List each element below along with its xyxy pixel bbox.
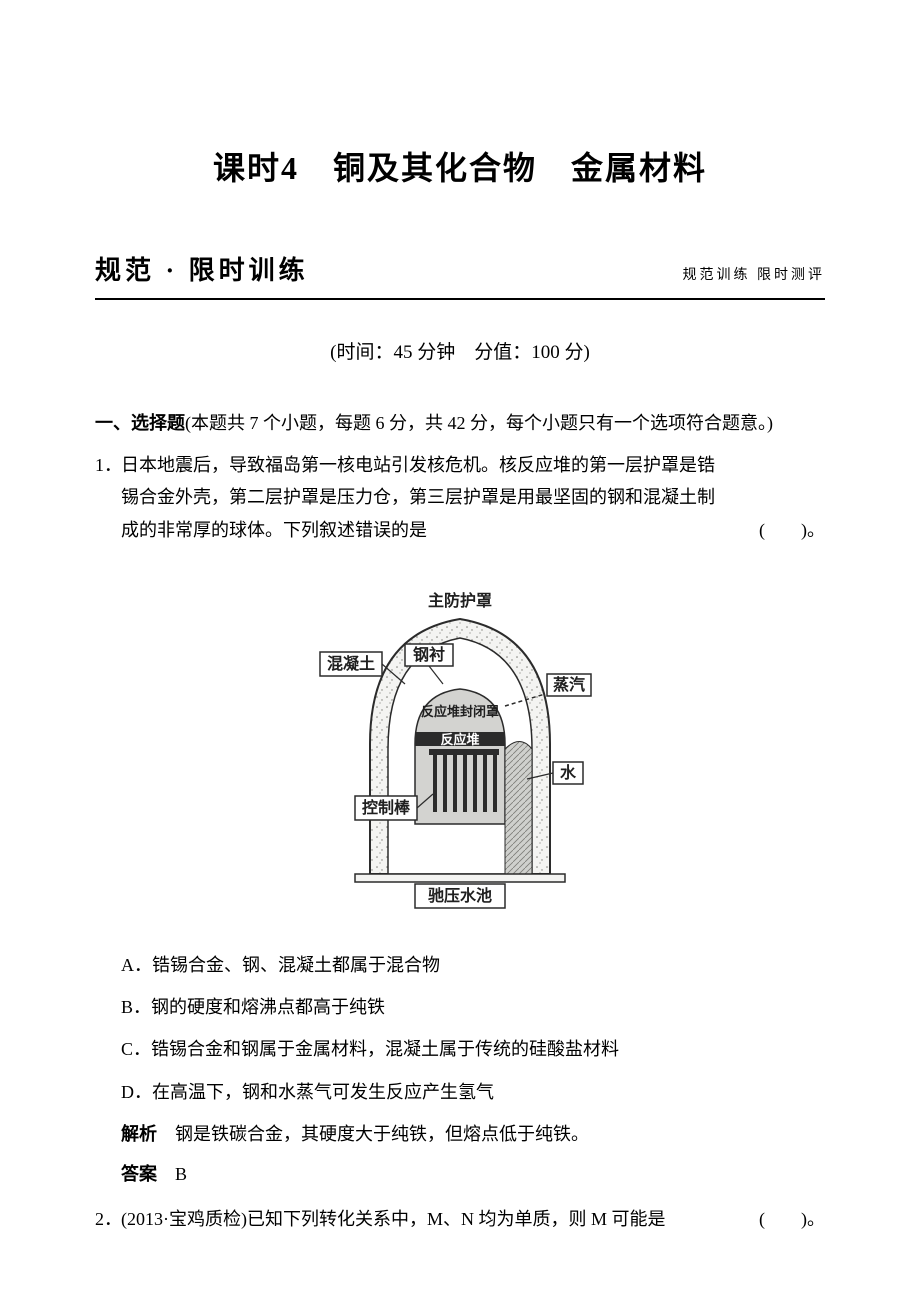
- question-2: 2．(2013·宝鸡质检)已知下列转化关系中，M、N 均为单质，则 M 可能是 …: [95, 1203, 825, 1235]
- q1-line2: 锡合金外壳，第二层护罩是压力仓，第三层护罩是用最坚固的钢和混凝土制: [95, 481, 825, 513]
- explanation-text: 钢是铁碳合金，其硬度大于纯铁，但熔点低于纯铁。: [157, 1124, 589, 1144]
- q1-number: 1．: [95, 449, 121, 481]
- stem-rest: (本题共 7 个小题，每题 6 分，共 42 分，每个小题只有一个选项符合题意。…: [185, 413, 773, 433]
- q1-line3: 成的非常厚的球体。下列叙述错误的是 ( )。: [95, 514, 825, 546]
- explanation-label: 解析: [121, 1124, 157, 1144]
- reactor-diagram-wrap: 主防护罩反应堆封闭罩反应堆驰压水池 混凝土 钢衬蒸汽水控制棒: [95, 574, 825, 924]
- q1-answer: 答案 B: [95, 1158, 825, 1190]
- q1-option-a: A．锆锡合金、钢、混凝土都属于混合物: [121, 949, 825, 981]
- q2-text: (2013·宝鸡质检)已知下列转化关系中，M、N 均为单质，则 M 可能是: [121, 1209, 666, 1229]
- question-1: 1． 日本地震后，导致福岛第一核电站引发核危机。核反应堆的第一层护罩是锆 锡合金…: [95, 449, 825, 546]
- svg-text:反应堆: 反应堆: [440, 732, 479, 747]
- lesson-title: 课时4 铜及其化合物 金属材料: [95, 140, 825, 198]
- q1-blank: ( )。: [759, 514, 825, 546]
- reactor-svg: 主防护罩反应堆封闭罩反应堆驰压水池 混凝土 钢衬蒸汽水控制棒: [315, 574, 605, 914]
- svg-text:混凝土: 混凝土: [327, 654, 375, 673]
- q1-explanation: 解析 钢是铁碳合金，其硬度大于纯铁，但熔点低于纯铁。: [95, 1118, 825, 1150]
- svg-text:蒸汽: 蒸汽: [553, 675, 585, 694]
- q2-blank: ( )。: [759, 1203, 825, 1235]
- section-bar: 规范 · 限时训练 规范训练 限时测评: [95, 248, 825, 301]
- q1-options: A．锆锡合金、钢、混凝土都属于混合物 B．钢的硬度和熔沸点都高于纯铁 C．锆锡合…: [95, 949, 825, 1109]
- svg-text:控制棒: 控制棒: [362, 798, 411, 817]
- svg-text:驰压水池: 驰压水池: [428, 886, 492, 905]
- q1-option-d: D．在高温下，钢和水蒸气可发生反应产生氢气: [121, 1076, 825, 1108]
- stem-prefix: 一、选择题: [95, 413, 185, 433]
- section-bar-right: 规范训练 限时测评: [683, 263, 826, 288]
- answer-label: 答案: [121, 1164, 157, 1184]
- answer-text: B: [157, 1164, 187, 1184]
- q2-number: 2．: [95, 1203, 121, 1235]
- time-info: (时间：45 分钟 分值：100 分): [95, 336, 825, 370]
- section-bar-left: 规范 · 限时训练: [95, 248, 309, 295]
- q1-option-b: B．钢的硬度和熔沸点都高于纯铁: [121, 991, 825, 1023]
- reactor-diagram: 主防护罩反应堆封闭罩反应堆驰压水池 混凝土 钢衬蒸汽水控制棒: [315, 574, 605, 924]
- svg-text:钢衬: 钢衬: [413, 645, 445, 664]
- q1-line1: 日本地震后，导致福岛第一核电站引发核危机。核反应堆的第一层护罩是锆: [121, 449, 825, 481]
- section-stem: 一、选择题(本题共 7 个小题，每题 6 分，共 42 分，每个小题只有一个选项…: [95, 407, 825, 439]
- svg-text:反应堆封闭罩: 反应堆封闭罩: [421, 704, 499, 719]
- q1-line3-text: 成的非常厚的球体。下列叙述错误的是: [121, 514, 427, 546]
- q1-option-c: C．锆锡合金和钢属于金属材料，混凝土属于传统的硅酸盐材料: [121, 1033, 825, 1065]
- svg-text:水: 水: [560, 763, 577, 782]
- svg-text:主防护罩: 主防护罩: [428, 591, 492, 610]
